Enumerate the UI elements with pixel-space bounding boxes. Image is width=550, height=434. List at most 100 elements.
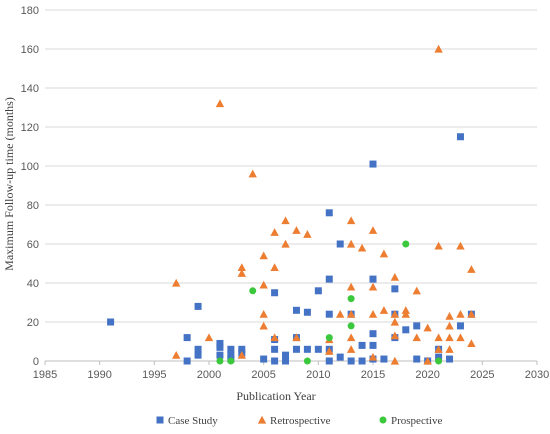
data-point-retrospective [259, 280, 268, 289]
data-point-retrospective [270, 263, 279, 271]
data-point-retrospective [237, 350, 246, 359]
data-point-retrospective [445, 311, 454, 320]
data-point-retrospective [357, 243, 367, 252]
data-point-case-study [271, 345, 279, 353]
data-point-retrospective [248, 169, 257, 178]
data-point-case-study [216, 351, 224, 359]
data-point-case-study [347, 357, 355, 365]
data-point-retrospective [445, 333, 454, 342]
data-point-case-study [435, 353, 443, 361]
data-point-prospective [347, 295, 355, 303]
data-point-retrospective [412, 333, 421, 342]
data-point-retrospective [445, 345, 454, 353]
data-point-retrospective [346, 345, 356, 353]
data-point-retrospective [456, 241, 465, 250]
data-point-case-study [402, 326, 410, 334]
data-point-retrospective [292, 333, 301, 342]
data-point-case-study [413, 355, 421, 363]
data-point-retrospective [281, 216, 290, 225]
axes [44, 360, 538, 365]
data-point-retrospective [346, 216, 356, 225]
y-tick-label: 120 [21, 122, 39, 134]
x-tick-label: 2000 [197, 369, 221, 381]
data-point-case-study [194, 302, 202, 310]
data-point-retrospective [445, 321, 454, 330]
y-tick-label: 20 [27, 317, 39, 329]
data-point-case-study [292, 345, 300, 353]
x-tick-label: 1995 [142, 369, 166, 381]
data-point-retrospective [467, 339, 476, 348]
data-point-case-study [446, 355, 454, 363]
data-point-case-study [325, 357, 333, 365]
data-point-retrospective [434, 241, 443, 250]
data-point-case-study [292, 306, 300, 314]
data-point-retrospective [259, 251, 268, 260]
data-point-retrospective [172, 350, 181, 359]
data-point-retrospective [270, 333, 279, 342]
data-point-case-study [303, 345, 311, 353]
data-point-prospective [435, 357, 443, 365]
x-tick-label: 2005 [251, 369, 275, 381]
data-point-prospective [227, 357, 235, 365]
data-point-case-study [216, 343, 224, 351]
data-point-case-study [183, 334, 191, 342]
data-point-retrospective [368, 352, 378, 361]
data-point-prospective [347, 322, 355, 330]
data-point-case-study [380, 355, 388, 363]
data-point-retrospective [390, 317, 400, 326]
data-point-retrospective [346, 333, 356, 342]
data-point-prospective [303, 357, 311, 365]
data-point-case-study [271, 289, 279, 297]
data-point-prospective [249, 287, 257, 295]
legend-marker-prospective [379, 416, 387, 424]
data-point-case-study [391, 285, 399, 293]
data-point-case-study [336, 240, 344, 248]
data-point-prospective [325, 334, 333, 342]
y-tick-label: 80 [27, 200, 39, 212]
data-point-retrospective [368, 282, 378, 291]
x-tick-label: 2010 [306, 369, 330, 381]
data-point-retrospective [390, 331, 400, 340]
y-tick-label: 180 [21, 5, 39, 17]
data-point-prospective [216, 357, 224, 365]
data-point-retrospective [434, 345, 443, 353]
data-point-retrospective [390, 356, 400, 365]
x-tick-label: 2025 [470, 369, 494, 381]
data-point-retrospective [368, 310, 378, 318]
data-point-retrospective [270, 228, 279, 236]
data-point-case-study [413, 322, 421, 330]
data-point-retrospective [237, 269, 246, 277]
y-tick-label: 0 [33, 356, 39, 368]
data-point-case-study [260, 355, 268, 363]
data-point-case-study [369, 275, 377, 283]
data-point-retrospective [467, 265, 476, 273]
data-point-case-study [456, 322, 464, 330]
data-point-retrospective [336, 310, 345, 318]
data-point-case-study [282, 357, 290, 365]
data-point-retrospective [401, 306, 410, 314]
data-point-case-study [358, 357, 366, 365]
data-point-retrospective [456, 310, 465, 318]
x-tick-label: 2020 [415, 369, 439, 381]
legend-marker-case-study [156, 416, 164, 424]
data-point-retrospective [346, 310, 356, 318]
data-point-case-study [183, 357, 191, 365]
data-point-retrospective [292, 226, 301, 234]
data-point-prospective [402, 240, 410, 248]
data-point-case-study [227, 351, 235, 359]
data-point-retrospective [467, 310, 476, 318]
legend-label-prospective: Prospective [391, 415, 442, 427]
data-point-retrospective [401, 310, 410, 318]
data-point-case-study [369, 160, 377, 168]
data-point-retrospective [259, 310, 268, 318]
legend: Case Study Retrospective Prospective [156, 415, 442, 427]
data-point-retrospective [434, 333, 443, 342]
data-point-retrospective [303, 230, 312, 238]
data-point-case-study [336, 353, 344, 361]
data-point-case-study [314, 287, 322, 295]
data-point-case-study [282, 351, 290, 359]
data-point-case-study [325, 209, 333, 217]
data-point-retrospective [423, 356, 432, 365]
